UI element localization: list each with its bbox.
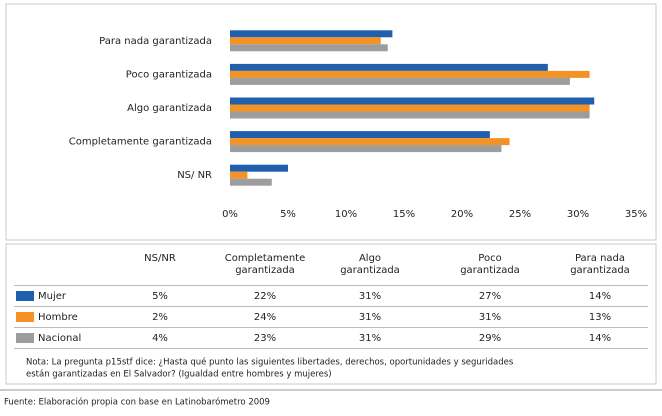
legend-swatch [16,312,34,322]
table-header: NS/NR [144,253,176,264]
x-tick-label: 10% [335,209,357,220]
x-tick-label: 5% [280,209,296,220]
bar [230,77,570,85]
category-label: Poco garantizada [126,69,212,80]
table-cell: 13% [589,312,611,323]
table-cell: 5% [152,291,168,302]
table-header: Poco [478,253,501,264]
table-cell: 24% [254,312,276,323]
bar [230,145,502,153]
legend-label: Nacional [38,333,81,344]
category-label: Para nada garantizada [99,36,212,47]
bar [230,104,590,112]
legend-swatch [16,333,34,343]
table-header: garantizada [460,265,520,276]
table-cell: 23% [254,333,276,344]
table-cell: 4% [152,333,168,344]
table-cell: 31% [359,333,381,344]
legend-label: Hombre [38,312,78,323]
bar [230,30,393,38]
bar [230,131,490,139]
table-cell: 27% [479,291,501,302]
bar [230,70,590,78]
bar [230,63,548,71]
table-header: garantizada [570,265,630,276]
bar [230,138,510,146]
bar [230,178,272,186]
x-tick-label: 0% [222,209,238,220]
table-cell: 31% [479,312,501,323]
category-label: Completamente garantizada [69,137,212,148]
table-header: garantizada [235,265,295,276]
table-header: Algo [359,253,381,264]
table-header: garantizada [340,265,400,276]
table-frame [5,243,657,385]
table-cell: 31% [359,291,381,302]
table-cell: 22% [254,291,276,302]
table-header: Completamente [225,253,305,264]
table-cell: 14% [589,291,611,302]
category-label: NS/ NR [177,170,212,181]
chart-frame [5,3,657,241]
x-tick-label: 15% [393,209,415,220]
table-cell: 14% [589,333,611,344]
x-tick-label: 30% [567,209,589,220]
x-tick-label: 20% [451,209,473,220]
bar [230,44,388,52]
legend-label: Mujer [38,291,67,302]
note: Nota: La pregunta p15stf dice: ¿Hasta qu… [26,357,514,368]
table-cell: 2% [152,312,168,323]
bar [230,111,590,119]
legend-swatch [16,291,34,301]
note: están garantizadas en El Salvador? (Igua… [26,370,332,380]
bar [230,171,248,179]
table-cell: 29% [479,333,501,344]
bar [230,97,595,105]
x-tick-label: 35% [625,209,647,220]
bar [230,37,381,45]
bar [230,164,288,172]
x-tick-label: 25% [509,209,531,220]
table-header: Para nada [575,253,625,264]
source: Fuente: Elaboración propia con base en L… [4,397,270,408]
category-label: Algo garantizada [127,103,212,114]
table-cell: 31% [359,312,381,323]
